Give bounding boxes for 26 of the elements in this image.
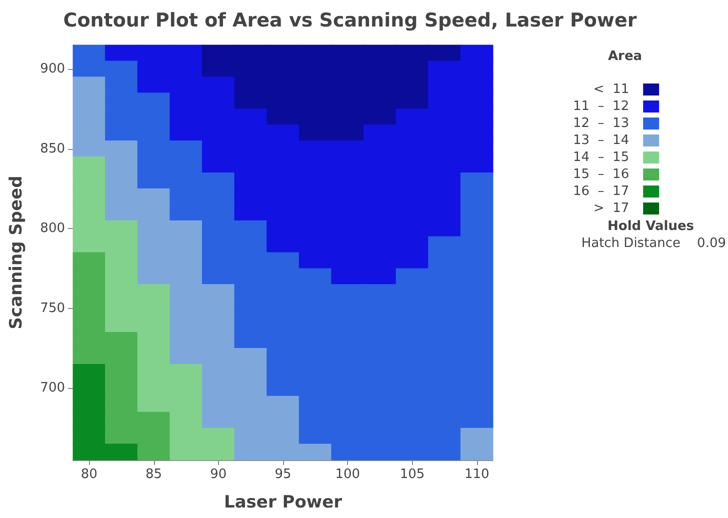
y-tick-label: 850 bbox=[40, 141, 65, 156]
color-bar-label: 13 – 14 bbox=[572, 133, 630, 148]
y-tick-label: 700 bbox=[40, 380, 65, 396]
color-bar-label: > 17 bbox=[593, 201, 630, 216]
x-tick-label: 95 bbox=[274, 467, 292, 482]
y-tick-label: 900 bbox=[40, 61, 65, 76]
text: Hold Values bbox=[608, 219, 694, 234]
color-bar-label: 16 – 17 bbox=[572, 184, 630, 199]
x-axis-title: Laser Power bbox=[224, 492, 343, 512]
color-bar-label: 11 – 12 bbox=[572, 99, 630, 114]
text: Hatch Distance 0.09 bbox=[581, 236, 726, 251]
color-bar-label: < 11 bbox=[593, 82, 630, 97]
color-bar-label: 14 – 15 bbox=[572, 150, 630, 165]
y-axis-title: Scanning Speed bbox=[6, 176, 26, 330]
y-tick-label: 750 bbox=[40, 300, 65, 316]
x-tick-label: 90 bbox=[210, 467, 227, 482]
legend-title: Area bbox=[608, 49, 642, 64]
x-tick-label: 110 bbox=[464, 467, 490, 482]
chart-title: Contour Plot of Area vs Scanning Speed, Laser Power bbox=[63, 10, 638, 32]
y-tick-label: 800 bbox=[40, 221, 65, 236]
x-tick-label: 85 bbox=[145, 467, 162, 482]
color-bar-label: 12 – 13 bbox=[572, 116, 630, 131]
color-bar-label: 15 – 16 bbox=[572, 167, 630, 182]
x-tick-label: 100 bbox=[335, 467, 360, 482]
x-tick-label: 105 bbox=[400, 467, 425, 482]
x-tick-label: 80 bbox=[80, 467, 98, 482]
